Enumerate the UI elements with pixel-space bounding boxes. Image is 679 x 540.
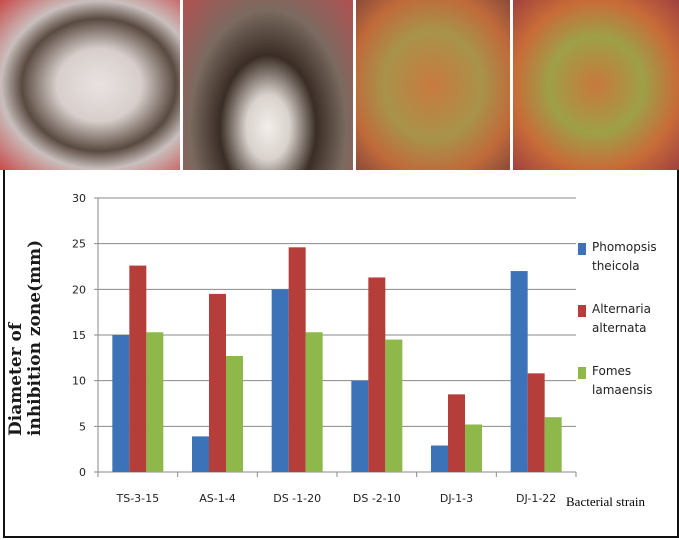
y-tick-label: 15 — [72, 329, 86, 342]
legend-swatch — [578, 305, 586, 317]
y-tick-label: 20 — [72, 283, 86, 296]
legend-item-phomopsis: Phomopsis theicola — [578, 238, 672, 300]
bar-alternaria-alternata — [209, 293, 226, 472]
bar-fomes-lamaensis — [385, 339, 403, 472]
petri-dish-photo-2 — [183, 0, 353, 170]
x-tick-label: DS -2-10 — [353, 492, 401, 505]
y-axis-title: Diameter of inhibition zone(mm) — [6, 239, 45, 436]
x-tick-label: TS-3-15 — [116, 492, 160, 505]
legend-swatch — [578, 243, 586, 255]
bar-fomes-lamaensis — [226, 356, 243, 472]
y-axis-title-line-1: Diameter of — [6, 322, 26, 436]
petri-dish-photo-1 — [0, 0, 180, 170]
bar-alternaria-alternata — [129, 265, 147, 472]
bar-alternaria-alternata — [288, 247, 306, 472]
bar-fomes-lamaensis — [544, 417, 562, 472]
legend-label: Phomopsis theicola — [592, 240, 657, 273]
bar-alternaria-alternata — [368, 277, 386, 472]
x-tick-label: DJ-1-22 — [516, 492, 556, 505]
legend-item-fomes: Fomes lamaensis — [578, 362, 672, 424]
x-tick-label: AS-1-4 — [199, 492, 235, 505]
bar-fomes-lamaensis — [305, 332, 323, 472]
x-axis-title: Bacterial strain — [566, 494, 646, 509]
y-axis-title-line-2: inhibition zone(mm) — [25, 239, 45, 436]
x-tick-label: DJ-1-3 — [440, 492, 473, 505]
x-tick-label: DS -1-20 — [273, 492, 321, 505]
bar-phomopsis-theicola — [271, 289, 289, 472]
bar-alternaria-alternata — [448, 394, 465, 472]
y-tick-label: 30 — [72, 192, 86, 205]
bar-alternaria-alternata — [527, 373, 545, 472]
legend-swatch — [578, 367, 586, 379]
bar-fomes-lamaensis — [465, 424, 482, 472]
bar-phomopsis-theicola — [431, 445, 448, 472]
y-tick-label: 0 — [79, 466, 86, 479]
legend-item-alternaria: Alternaria alternata — [578, 300, 672, 362]
y-tick-label: 10 — [72, 375, 86, 388]
chart-frame — [3, 170, 679, 538]
bar-phomopsis-theicola — [192, 436, 209, 472]
legend-label: Alternaria alternata — [592, 302, 651, 335]
bar-fomes-lamaensis — [146, 332, 164, 472]
petri-dish-photo-3 — [356, 0, 510, 170]
bar-phomopsis-theicola — [510, 271, 528, 472]
y-tick-label: 25 — [72, 238, 86, 251]
legend-label: Fomes lamaensis — [592, 364, 653, 397]
legend: Phomopsis theicola Alternaria alternata … — [578, 238, 672, 424]
bar-phomopsis-theicola — [112, 335, 130, 472]
bar-phomopsis-theicola — [351, 380, 369, 472]
y-tick-label: 5 — [79, 420, 86, 433]
petri-dish-photo-4 — [513, 0, 679, 170]
